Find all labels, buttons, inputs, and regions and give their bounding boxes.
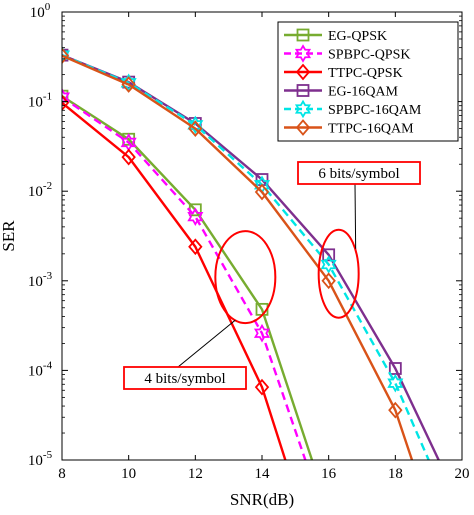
data-point	[320, 255, 337, 274]
axes-layer: 8 10 12 14 16 18 20 100 10-1 10-2 10-3 10-4 10-5	[28, 1, 470, 482]
annotation-box	[123, 366, 247, 390]
legend-marker	[296, 28, 310, 42]
annotation-label: 4 bits/symbol	[144, 371, 225, 387]
data-point	[322, 248, 336, 262]
legend-marker	[294, 44, 312, 63]
data-point	[253, 323, 271, 343]
x-tick-label: 10	[121, 466, 136, 482]
data-point	[62, 94, 70, 112]
data-point	[62, 87, 71, 107]
data-point	[321, 272, 336, 290]
x-tick-label: 18	[388, 466, 403, 482]
annotation-pointer	[354, 183, 357, 249]
y-tick-label: 10-4	[28, 359, 53, 379]
legend-label: TTPC-16QAM	[328, 122, 414, 137]
y-tick-label: 10-2	[28, 180, 52, 200]
x-tick-label: 14	[255, 466, 271, 482]
legend-marker	[294, 99, 312, 119]
annotations: 6 bits/symbol 4 bits/symbol	[123, 161, 421, 390]
x-tick-label: 12	[188, 466, 203, 482]
data-point	[387, 373, 404, 393]
series-line-3	[62, 101, 287, 460]
x-axis-title: SNR(dB)	[230, 490, 294, 509]
legend-label: SPBPC-QPSK	[328, 48, 411, 63]
y-tick-label: 10-3	[28, 270, 53, 290]
data-point	[254, 378, 270, 396]
legend-label: TTPC-QPSK	[328, 66, 403, 81]
y-tick-label: 100	[30, 1, 51, 21]
y-tick-label: 10-5	[28, 449, 53, 469]
data-point	[187, 115, 204, 135]
x-tick-label: 20	[455, 466, 470, 482]
annotation-box	[297, 161, 421, 185]
x-tick-label: 16	[321, 466, 337, 482]
data-point	[187, 207, 204, 226]
data-point	[121, 76, 136, 93]
data-point	[62, 45, 71, 65]
annotation-ellipse	[317, 228, 360, 319]
data-point	[254, 183, 270, 201]
legend-label: SPBPC-16QAM	[328, 103, 422, 118]
x-tick-label: 8	[58, 466, 66, 482]
series-line-2	[62, 96, 307, 460]
series-layer	[62, 45, 440, 460]
y-tick-label: 10-1	[28, 91, 52, 111]
data-point	[121, 148, 136, 166]
annotation-ellipse	[214, 230, 277, 325]
legend-label: EG-QPSK	[328, 29, 387, 44]
legend: EG-QPSK SPBPC-QPSK TTPC-QPSK EG-16QAM SPBPC-…	[277, 21, 459, 142]
legend-marker	[296, 84, 310, 97]
annotation-pointer	[177, 319, 236, 368]
legend-box	[277, 21, 459, 142]
data-point	[388, 401, 403, 419]
data-point	[188, 238, 203, 256]
data-point	[188, 120, 203, 137]
legend-marker	[295, 63, 311, 81]
data-point	[62, 47, 70, 65]
series-line-6	[62, 54, 414, 460]
y-axis-title: SER	[0, 220, 18, 252]
annotation-label: 6 bits/symbol	[318, 166, 399, 182]
legend-label: EG-16QAM	[328, 85, 399, 100]
legend-marker	[295, 119, 311, 136]
